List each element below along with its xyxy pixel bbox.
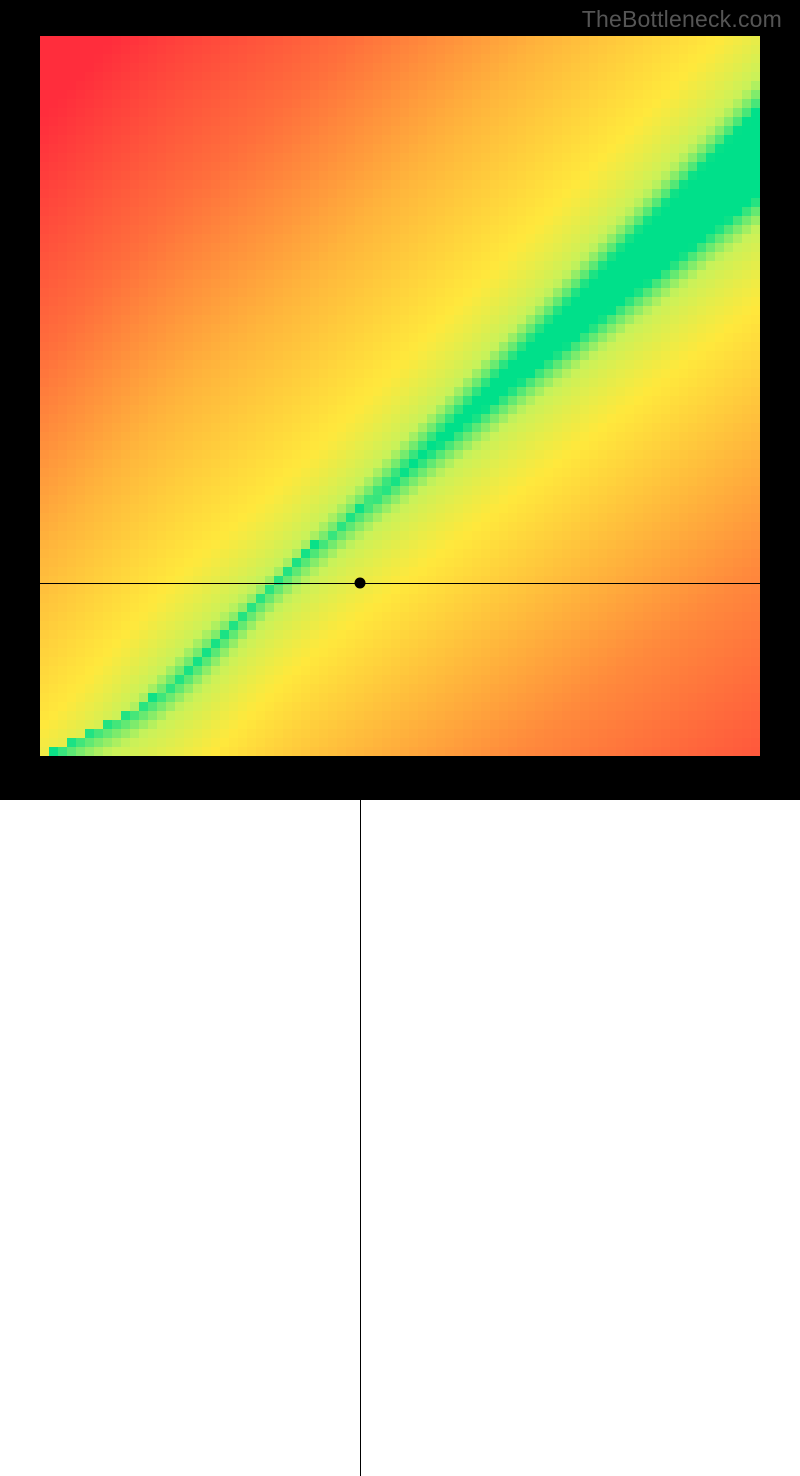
crosshair-vertical: [360, 756, 361, 1476]
crosshair-horizontal: [40, 583, 760, 584]
watermark-text: TheBottleneck.com: [582, 6, 782, 33]
plot-area: [40, 36, 760, 756]
heatmap-canvas: [40, 36, 760, 756]
chart-container: TheBottleneck.com: [0, 0, 800, 800]
crosshair-marker: [355, 578, 366, 589]
